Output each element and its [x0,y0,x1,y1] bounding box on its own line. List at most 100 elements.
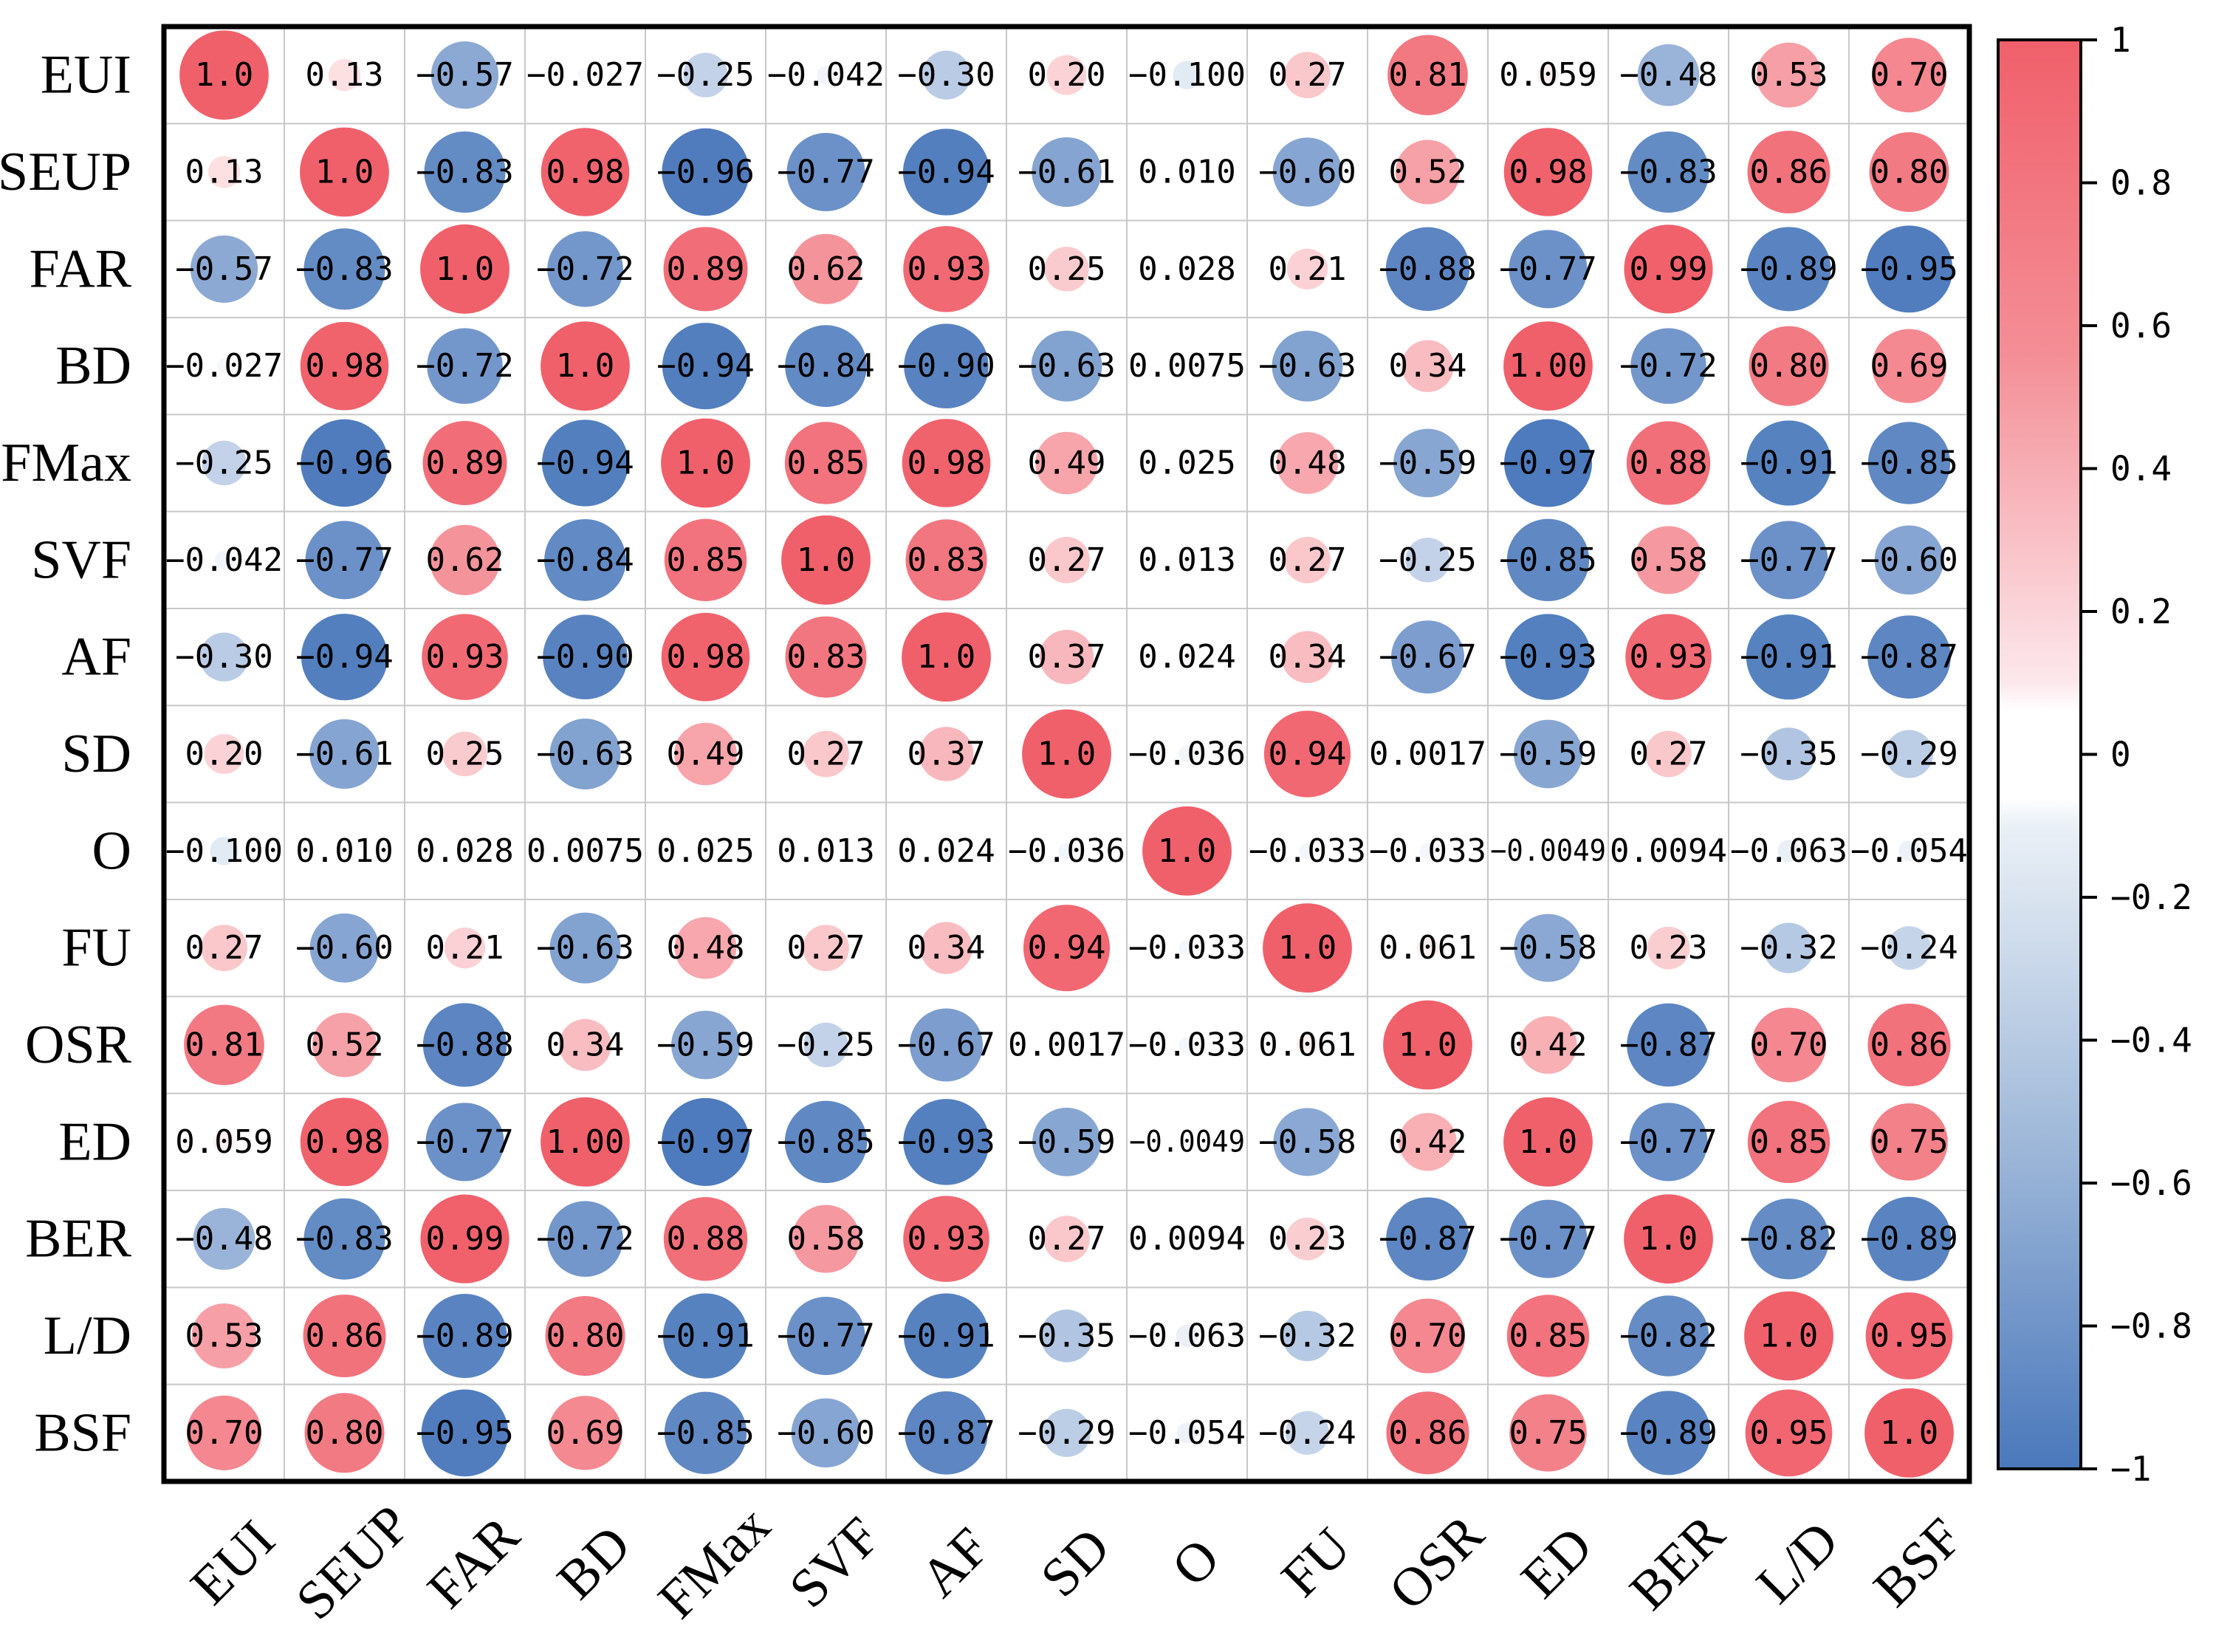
corr-circle-far-far [420,224,509,314]
corr-circle-fmax-l-d [1746,420,1832,506]
value-label-o-o: 1.0 [1158,832,1216,870]
value-label-seup-far: −0.83 [416,154,513,191]
corr-circle-bd-l-d [1749,326,1829,406]
value-label-fu-af: 0.34 [907,929,986,967]
corr-circle-bd-far [427,328,503,404]
corr-circle-far-seup [303,228,385,310]
value-label-svf-ber: 0.58 [1630,541,1708,579]
value-label-af-osr: −0.67 [1379,638,1476,676]
corr-circle-sd-ed [1514,719,1582,789]
value-label-svf-l-d: −0.77 [1740,541,1837,579]
corr-circle-far-ber [1624,225,1713,314]
col-label-bd: BD [546,1515,642,1611]
corr-circle-osr-fmax [671,1010,740,1080]
corr-circle-l-d-seup [303,1294,386,1378]
value-label-sd-svf: 0.27 [787,736,865,773]
value-label-fu-sd: 0.94 [1028,929,1106,967]
value-label-bsf-svf: −0.60 [777,1414,874,1452]
corr-circle-seup-eui [207,156,241,188]
corr-circle-fmax-eui [202,440,247,486]
corr-circle-fu-fmax [674,916,737,979]
corr-circle-ber-seup [303,1198,385,1280]
corr-circle-o-osr [1419,843,1436,860]
corr-circle-eui-ber [1637,44,1700,106]
value-label-bd-eui: −0.027 [165,347,283,385]
value-label-far-eui: −0.57 [175,250,272,288]
corr-circle-fmax-sd [1035,431,1098,495]
corr-circle-fu-af [920,922,972,974]
corr-circle-l-d-fmax [662,1293,749,1379]
value-label-eui-bd: −0.027 [526,56,644,94]
value-label-af-bd: −0.90 [536,638,634,676]
value-label-sd-ed: −0.59 [1499,736,1596,773]
value-label-l-d-o: −0.063 [1128,1317,1246,1355]
corr-circle-eui-l-d [1756,42,1822,108]
value-label-seup-ber: −0.83 [1619,154,1717,191]
value-label-fu-l-d: −0.32 [1740,929,1837,967]
value-label-seup-bd: 0.98 [546,154,625,191]
value-label-o-sd: −0.036 [1008,832,1125,870]
col-label-ber: BER [1619,1504,1737,1622]
corr-circle-svf-eui [215,550,233,569]
corr-circle-sd-af [919,727,974,781]
value-label-fu-o: −0.033 [1128,929,1246,967]
value-label-osr-osr: 1.0 [1399,1026,1457,1064]
corr-circle-svf-o [1181,555,1193,566]
corr-circle-fmax-far [422,421,507,505]
corr-circle-bd-bsf [1872,329,1946,403]
colorbar-tick-label: −0.4 [2110,1021,2192,1060]
value-label-ed-far: −0.77 [416,1123,513,1161]
value-label-bd-bsf: 0.69 [1870,347,1949,385]
corr-circle-ber-svf [792,1204,860,1273]
value-label-svf-svf: 1.0 [797,541,855,579]
value-label-ber-af: 0.93 [907,1220,986,1258]
row-label-af: AF [61,627,131,688]
corr-circle-seup-o [1182,167,1192,177]
value-label-af-svf: 0.83 [787,638,865,676]
value-label-seup-bsf: 0.80 [1870,154,1949,191]
value-label-l-d-af: −0.91 [897,1317,995,1355]
corr-circle-fmax-seup [301,419,388,507]
corr-circle-o-seup [340,846,349,856]
value-label-svf-fmax: 0.85 [667,541,745,579]
corr-circle-l-d-bsf [1865,1292,1953,1379]
corr-circle-bsf-eui [186,1395,262,1470]
value-label-o-l-d: −0.063 [1730,832,1847,870]
value-label-o-bd: 0.0075 [526,832,644,870]
value-label-osr-ber: −0.87 [1619,1026,1717,1064]
corr-circle-svf-seup [305,521,384,600]
corr-circle-ber-ber [1624,1194,1713,1284]
value-label-bsf-far: −0.95 [416,1414,513,1452]
value-label-l-d-eui: 0.53 [185,1317,264,1355]
value-label-sd-l-d: −0.35 [1740,736,1837,773]
value-label-eui-sd: 0.20 [1028,56,1106,94]
corr-circle-fmax-bsf [1867,422,1951,504]
corr-circle-l-d-svf [786,1296,865,1376]
value-label-bsf-bsf: 1.0 [1880,1414,1938,1452]
value-label-l-d-seup: 0.86 [306,1317,384,1355]
corr-circle-sd-eui [204,733,244,775]
value-label-eui-ed: 0.059 [1499,56,1596,94]
value-label-fu-fu: 1.0 [1278,929,1337,967]
corr-circle-o-ber [1664,846,1673,856]
corr-circle-bd-seup [300,321,389,411]
row-label-o: O [92,820,131,881]
value-label-svf-bsf: −0.60 [1860,541,1958,579]
value-label-osr-svf: −0.25 [777,1026,874,1064]
corr-circle-bd-o [1183,362,1191,370]
col-label-af: AF [909,1517,1001,1609]
value-label-bsf-osr: 0.86 [1389,1414,1467,1452]
value-label-bd-seup: 0.98 [306,347,384,385]
corr-circle-ber-osr [1386,1197,1469,1281]
col-label-svf: SVF [778,1506,892,1620]
value-label-fu-eui: 0.27 [185,929,264,967]
corr-circle-far-fmax [663,227,748,312]
corr-circle-af-osr [1391,620,1464,694]
value-label-ber-bsf: −0.89 [1860,1220,1958,1258]
corr-circle-eui-ed [1537,64,1560,86]
value-label-bd-ber: −0.72 [1619,347,1717,385]
corr-circle-af-ed [1505,614,1591,700]
value-label-o-ed: −0.0049 [1490,834,1606,868]
value-label-bsf-ber: −0.89 [1619,1414,1717,1452]
corr-circle-fu-eui [201,925,247,972]
